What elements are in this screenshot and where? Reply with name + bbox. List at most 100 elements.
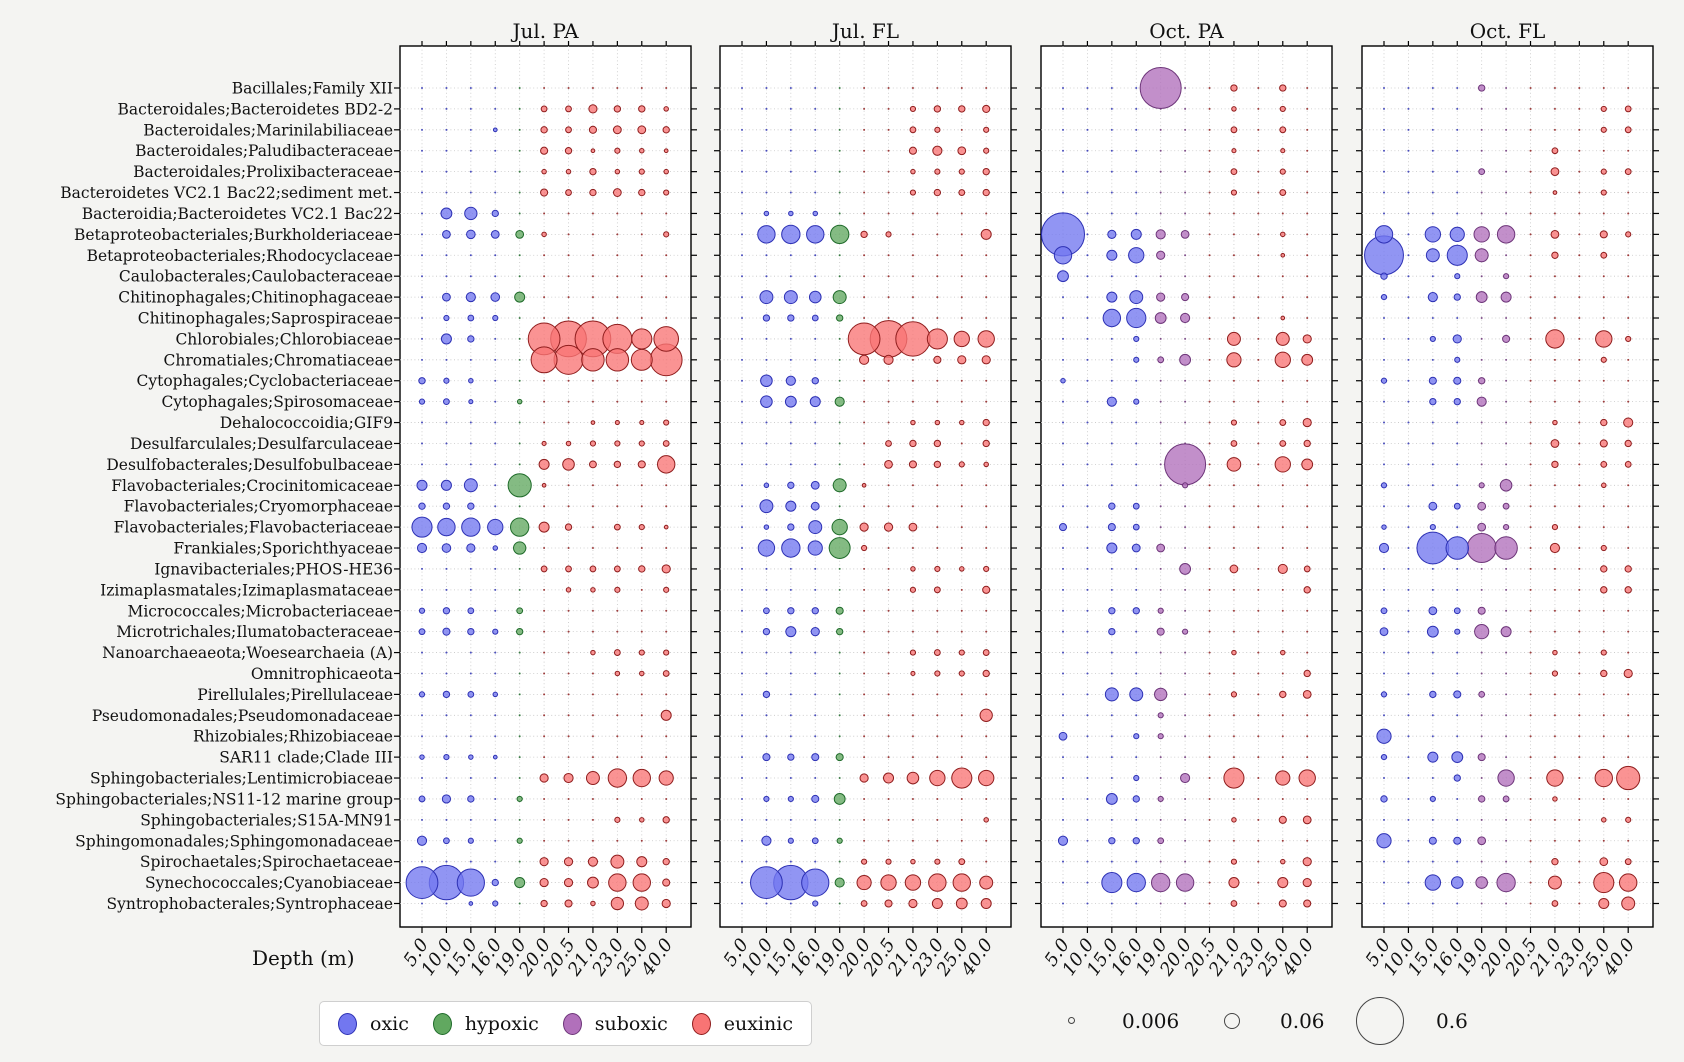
- cell-dot: [1578, 463, 1581, 466]
- cell-dot: [445, 818, 448, 821]
- bubble: [958, 461, 965, 468]
- size-circle-medium-icon: [1224, 1013, 1240, 1029]
- cell-dot: [741, 421, 743, 424]
- bubble: [1502, 334, 1511, 343]
- cell-dot: [1208, 149, 1211, 152]
- cell-dot: [1407, 421, 1410, 424]
- cell-dot: [863, 714, 866, 717]
- cell-dot: [1257, 442, 1260, 445]
- cell-dot: [1578, 379, 1581, 382]
- bubble: [662, 670, 670, 677]
- bubble: [1550, 439, 1560, 448]
- bubble: [1133, 398, 1140, 405]
- bubble: [1302, 689, 1312, 699]
- cell-dot: [591, 400, 594, 403]
- cell-dot: [518, 170, 521, 173]
- cell-dot: [421, 358, 423, 361]
- cell-dot: [814, 191, 817, 194]
- cell-dot: [640, 254, 643, 257]
- cell-dot: [1553, 107, 1556, 110]
- bubble: [1231, 148, 1237, 154]
- cell-dot: [887, 672, 890, 675]
- cell-dot: [665, 212, 668, 215]
- cell-dot: [960, 275, 963, 278]
- cell-dot: [1578, 170, 1581, 173]
- cell-dot: [1407, 337, 1410, 340]
- panel-title: Oct. FL: [1470, 19, 1546, 43]
- cell-dot: [887, 714, 890, 717]
- cell-dot: [1627, 609, 1630, 612]
- cell-dot: [789, 818, 792, 821]
- cell-dot: [1480, 358, 1483, 361]
- bubble: [590, 148, 596, 154]
- cell-dot: [1208, 526, 1211, 529]
- cell-dot: [1208, 839, 1211, 842]
- cell-dot: [741, 275, 743, 278]
- cell-dot: [1232, 547, 1235, 550]
- cell-dot: [1480, 463, 1483, 466]
- bubble: [1157, 795, 1164, 803]
- cell-dot: [469, 588, 472, 591]
- y-tick-label: Nanoarchaeaeota;Woesearchaeia (A): [102, 644, 393, 662]
- cell-dot: [1062, 107, 1064, 110]
- cell-dot: [1505, 191, 1508, 194]
- bubble: [634, 896, 649, 911]
- cell-dot: [1383, 358, 1385, 361]
- cell-dot: [1159, 567, 1162, 570]
- cell-dot: [1232, 296, 1235, 299]
- bubble: [760, 395, 773, 408]
- cell-dot: [1383, 212, 1385, 215]
- cell-dot: [1529, 212, 1532, 215]
- cell-dot: [1232, 317, 1235, 320]
- bubble: [982, 188, 990, 197]
- cell-dot: [1505, 839, 1508, 842]
- bubble: [639, 817, 645, 823]
- bubble: [516, 795, 523, 803]
- bubble: [983, 126, 990, 133]
- cell-dot: [1086, 609, 1089, 612]
- cell-dot: [887, 693, 890, 696]
- bubble: [1133, 335, 1140, 343]
- cell-dot: [814, 421, 817, 424]
- cell-dot: [421, 317, 423, 320]
- cell-dot: [985, 254, 988, 257]
- cell-dot: [1110, 484, 1113, 487]
- cell-dot: [591, 797, 594, 800]
- cell-dot: [1529, 296, 1532, 299]
- bubble: [828, 537, 851, 559]
- bubble: [461, 517, 481, 537]
- cell-dot: [1257, 651, 1260, 654]
- bubble: [1278, 815, 1287, 824]
- y-tick-label: Flavobacteriales;Cryomorphaceae: [124, 498, 393, 516]
- cell-dot: [1407, 714, 1410, 717]
- cell-dot: [1135, 170, 1138, 173]
- cell-dot: [1578, 337, 1581, 340]
- bubble: [1132, 837, 1140, 845]
- cell-dot: [1306, 839, 1309, 842]
- bubble: [1550, 229, 1560, 239]
- cell-dot: [1257, 463, 1260, 466]
- cell-dot: [616, 379, 619, 382]
- cell-dot: [1480, 149, 1483, 152]
- cell-dot: [1135, 630, 1138, 633]
- bubble: [1376, 728, 1392, 744]
- bubble: [761, 835, 772, 846]
- cell-dot: [1257, 358, 1260, 361]
- cell-dot: [421, 149, 423, 152]
- cell-dot: [1184, 170, 1187, 173]
- bubble: [1416, 531, 1450, 565]
- bubble: [1624, 858, 1632, 866]
- cell-dot: [1306, 505, 1309, 508]
- bubble: [757, 225, 776, 244]
- cell-dot: [1184, 547, 1187, 550]
- bubble: [763, 524, 770, 530]
- bubble: [630, 348, 653, 371]
- bubble: [983, 461, 989, 468]
- cell-dot: [518, 588, 521, 591]
- cell-dot: [1602, 275, 1605, 278]
- cell-dot: [960, 379, 963, 382]
- bubble: [982, 418, 990, 427]
- cell-dot: [887, 212, 890, 215]
- cell-dot: [1110, 128, 1113, 131]
- bubble: [810, 501, 820, 511]
